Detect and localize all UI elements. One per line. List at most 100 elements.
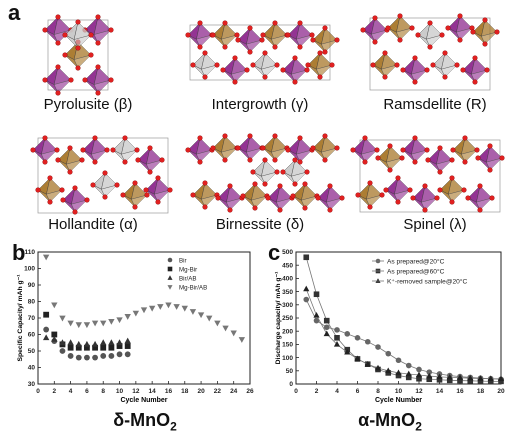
data-point — [108, 318, 115, 325]
legend-label: As prepared@20°C — [387, 257, 445, 265]
octahedron — [220, 55, 250, 85]
octahedron — [210, 20, 240, 50]
series-line — [305, 288, 501, 380]
data-point — [323, 324, 330, 331]
data-point — [385, 367, 392, 374]
legend-symbol — [375, 278, 381, 283]
x-tick-label: 8 — [376, 388, 380, 395]
octahedron — [385, 13, 415, 43]
data-point — [100, 339, 107, 346]
y-axis-label: Specific Capacity/ mAh g⁻¹ — [17, 274, 24, 362]
data-point — [416, 366, 422, 373]
data-point — [140, 307, 148, 314]
data-point — [436, 376, 443, 383]
y-tick-label: 110 — [25, 249, 36, 256]
data-point — [405, 362, 412, 369]
data-point — [83, 340, 91, 347]
legend-label: As prepared@60°C — [387, 267, 445, 275]
legend-marker — [167, 266, 173, 272]
legend-symbol — [167, 257, 173, 263]
octahedron — [410, 183, 440, 213]
y-tick-label: 70 — [28, 315, 36, 322]
data-point — [375, 344, 381, 350]
octahedron — [82, 64, 114, 96]
x-tick-label: 14 — [149, 388, 157, 395]
y-tick-label: 300 — [282, 302, 293, 309]
data-point — [323, 317, 330, 324]
y-tick-label: 50 — [286, 368, 294, 375]
data-point — [333, 341, 341, 347]
x-tick-label: 8 — [101, 388, 105, 395]
series-1 — [43, 326, 131, 361]
data-point — [189, 309, 197, 315]
octahedron — [143, 175, 173, 205]
legend-marker — [167, 257, 173, 263]
data-point — [59, 339, 66, 346]
data-point — [67, 339, 74, 346]
octahedron — [305, 50, 335, 80]
data-point — [313, 312, 320, 318]
plot-frame — [37, 251, 251, 385]
octahedron — [375, 143, 405, 173]
y-tick-label: 80 — [28, 299, 36, 306]
panel-a-label: a — [8, 0, 21, 25]
data-point — [487, 378, 494, 385]
caption-b: δ-MnO2 — [113, 410, 177, 434]
x-tick-label: 12 — [415, 388, 423, 395]
data-point — [59, 348, 66, 354]
octahedron — [470, 17, 500, 47]
octahedron — [260, 133, 290, 163]
data-point — [173, 304, 180, 310]
structure-name-birnessite: Birnessite (δ) — [215, 216, 305, 233]
data-point — [222, 325, 229, 332]
octahedron — [400, 135, 430, 165]
data-point — [91, 340, 99, 347]
octahedron — [437, 175, 467, 205]
data-point — [498, 378, 504, 385]
data-point — [67, 353, 74, 359]
data-point — [132, 310, 140, 317]
data-point — [42, 334, 50, 341]
data-point — [467, 374, 474, 381]
x-tick-label: 14 — [436, 388, 444, 395]
x-tick-label: 26 — [246, 388, 254, 395]
y-tick-label: 100 — [24, 266, 35, 273]
y-tick-label: 150 — [282, 342, 293, 349]
y-axis-label: Discharge capacity/ mAh g⁻¹ — [275, 271, 282, 364]
data-point — [385, 350, 392, 357]
structure-name-pyrolusite: Pyrolusite (β) — [43, 96, 133, 113]
data-point — [165, 302, 172, 309]
legend-label: Bir — [179, 257, 187, 264]
octahedron — [60, 185, 90, 215]
data-point — [446, 377, 453, 384]
data-point — [92, 344, 98, 351]
data-point — [43, 311, 50, 318]
data-point — [323, 330, 330, 337]
data-point — [477, 378, 484, 384]
x-tick-label: 6 — [356, 388, 360, 395]
data-point — [477, 375, 484, 381]
y-tick-label: 100 — [282, 355, 293, 362]
legend-label: K⁺-removed sample@20°C — [387, 277, 467, 285]
octahedron — [280, 55, 310, 85]
data-point — [446, 374, 453, 380]
x-tick-label: 4 — [69, 388, 73, 395]
data-point — [108, 344, 115, 351]
data-point — [344, 331, 351, 337]
data-point — [124, 343, 131, 349]
data-point — [100, 353, 107, 359]
octahedron — [35, 175, 65, 205]
octahedron — [460, 55, 490, 85]
data-point — [157, 304, 164, 310]
x-tick-label: 22 — [214, 388, 222, 395]
octahedron — [415, 20, 445, 50]
y-tick-label: 500 — [282, 249, 293, 256]
data-point — [405, 374, 412, 381]
octahedron — [285, 135, 315, 165]
data-point — [83, 322, 91, 329]
y-tick-label: 60 — [28, 332, 36, 339]
data-point — [214, 320, 221, 327]
x-tick-label: 6 — [85, 388, 89, 395]
data-point — [91, 320, 99, 327]
data-point — [415, 371, 423, 378]
